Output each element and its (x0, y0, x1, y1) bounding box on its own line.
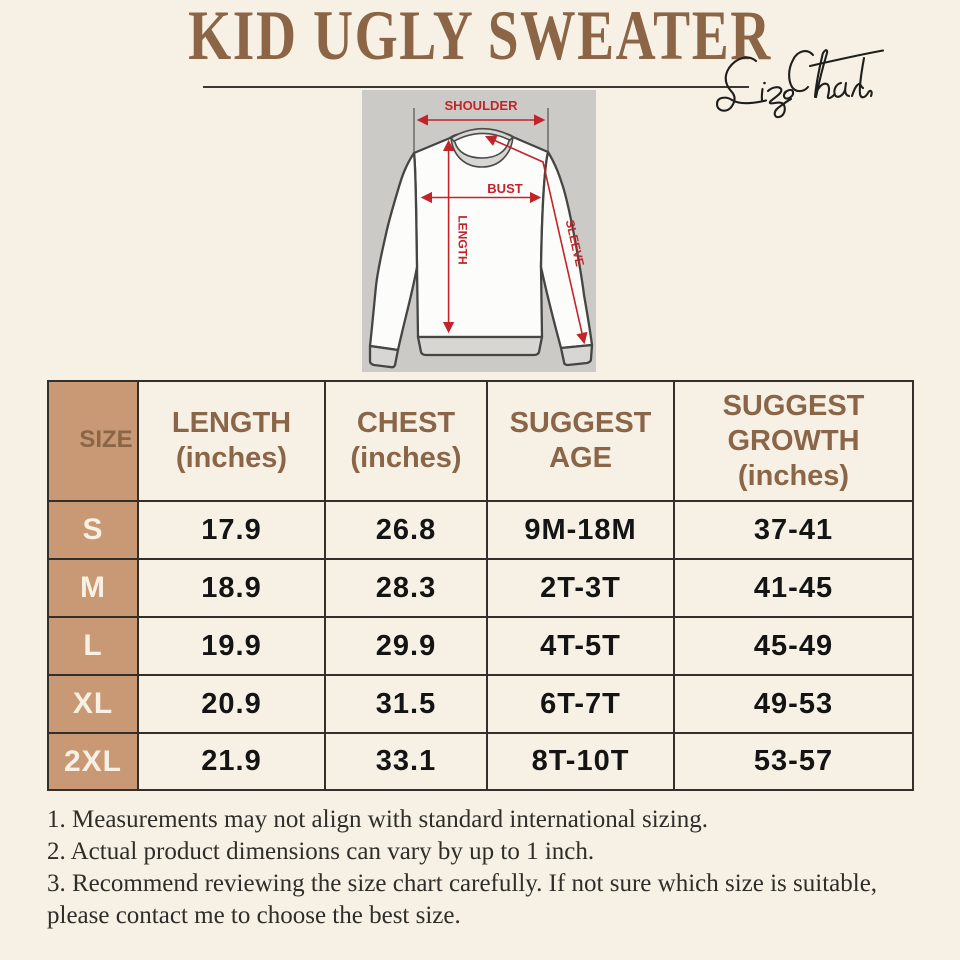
svg-text:BUST: BUST (487, 181, 522, 196)
svg-text:SHOULDER: SHOULDER (445, 98, 519, 113)
svg-text:LENGTH: LENGTH (456, 215, 470, 264)
